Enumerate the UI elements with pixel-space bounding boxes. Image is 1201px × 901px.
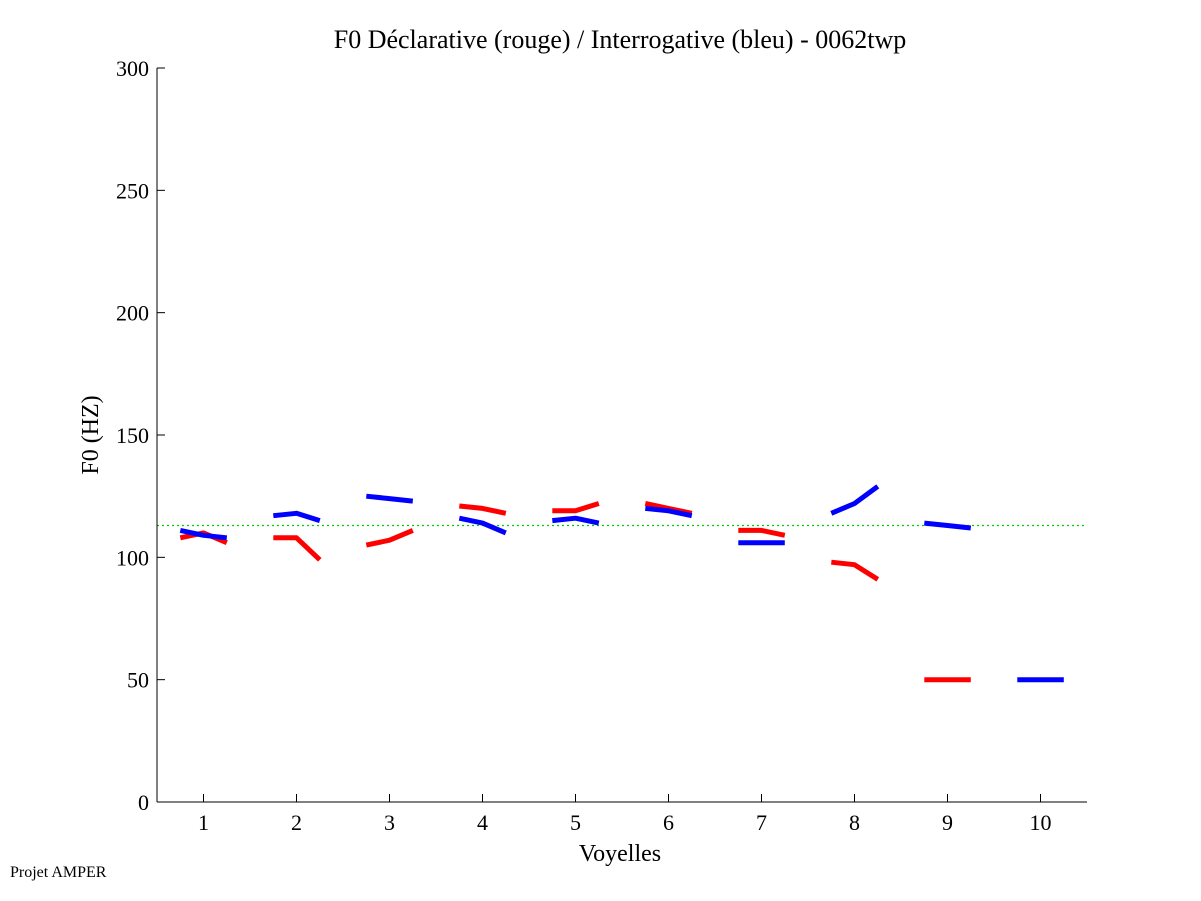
series-1-segment-5 (552, 515, 600, 526)
x-tick-label: 10 (1030, 810, 1052, 835)
chart-title: F0 Déclarative (rouge) / Interrogative (… (334, 25, 907, 54)
series-0-segment-8 (831, 559, 880, 582)
x-tick-label: 6 (663, 810, 674, 835)
series-1-segment-4 (458, 515, 507, 536)
y-tick-label: 250 (116, 178, 149, 203)
series-1-segment-1 (179, 527, 228, 541)
x-axis-label: Voyelles (579, 841, 661, 867)
x-tick-label: 8 (849, 810, 860, 835)
x-tick-label: 3 (384, 810, 395, 835)
series-1-segment-3 (366, 493, 414, 504)
series-1-segment-9 (924, 520, 972, 531)
series-0-segment-5 (552, 501, 600, 514)
y-tick-label: 0 (138, 790, 149, 815)
x-tick-label: 1 (198, 810, 209, 835)
series-layer (179, 484, 1064, 683)
series-1-segment-2 (273, 510, 321, 523)
y-tick-label: 50 (127, 668, 149, 693)
series-0-segment-7 (738, 527, 786, 538)
x-tick-label: 2 (291, 810, 302, 835)
series-0-segment-3 (365, 528, 414, 548)
y-tick-label: 100 (116, 545, 149, 570)
y-ticks: 0 50 100 150 200 250 300 (116, 56, 165, 815)
plot-area (157, 68, 1087, 802)
series-1-segment-6 (645, 505, 693, 519)
y-tick-label: 300 (116, 56, 149, 81)
series-0-segment-2 (273, 535, 322, 562)
x-tick-label: 4 (477, 810, 488, 835)
series-1-segment-8 (830, 484, 880, 516)
x-tick-label: 7 (756, 810, 767, 835)
footer-credit: Projet AMPER (10, 864, 107, 881)
y-tick-label: 150 (116, 423, 149, 448)
x-ticks: 1 2 3 4 5 6 7 8 9 10 (198, 794, 1052, 835)
x-tick-label: 5 (570, 810, 581, 835)
series-0-segment-4 (459, 503, 507, 516)
x-tick-label: 9 (942, 810, 953, 835)
y-axis-label: F0 (HZ) (78, 395, 104, 474)
y-tick-label: 200 (116, 301, 149, 326)
